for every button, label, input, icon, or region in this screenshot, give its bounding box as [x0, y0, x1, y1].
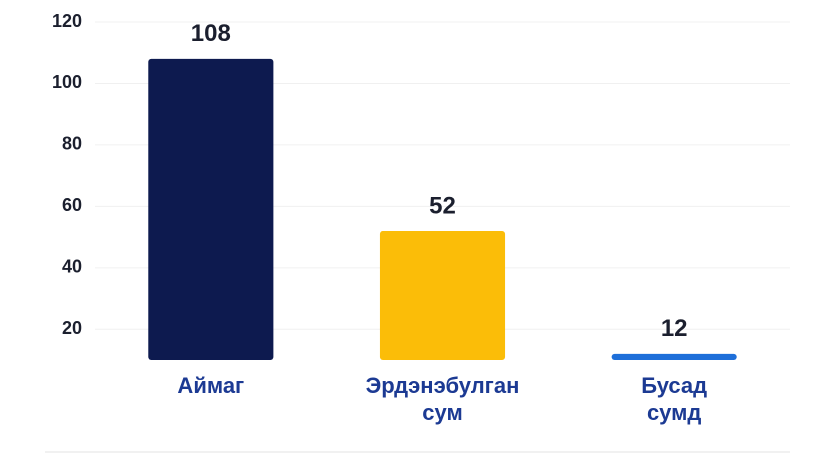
x-tick-label: Бусад сумд: [641, 373, 708, 425]
y-tick-label: 20: [62, 318, 82, 338]
x-tick-label: Эрдэнэбулган сум: [365, 373, 520, 425]
y-tick-label: 40: [62, 257, 82, 277]
y-tick-label: 120: [52, 11, 82, 31]
y-tick-label: 80: [62, 134, 82, 154]
value-label: 108: [191, 20, 231, 47]
bar: [148, 58, 274, 360]
x-tick-label: Аймаг: [177, 373, 245, 398]
bar: [379, 230, 506, 360]
y-tick-label: 60: [62, 195, 82, 215]
value-label: 52: [429, 192, 456, 219]
y-tick-label: 100: [52, 72, 82, 92]
value-label: 12: [661, 315, 688, 342]
bar: [611, 353, 737, 360]
